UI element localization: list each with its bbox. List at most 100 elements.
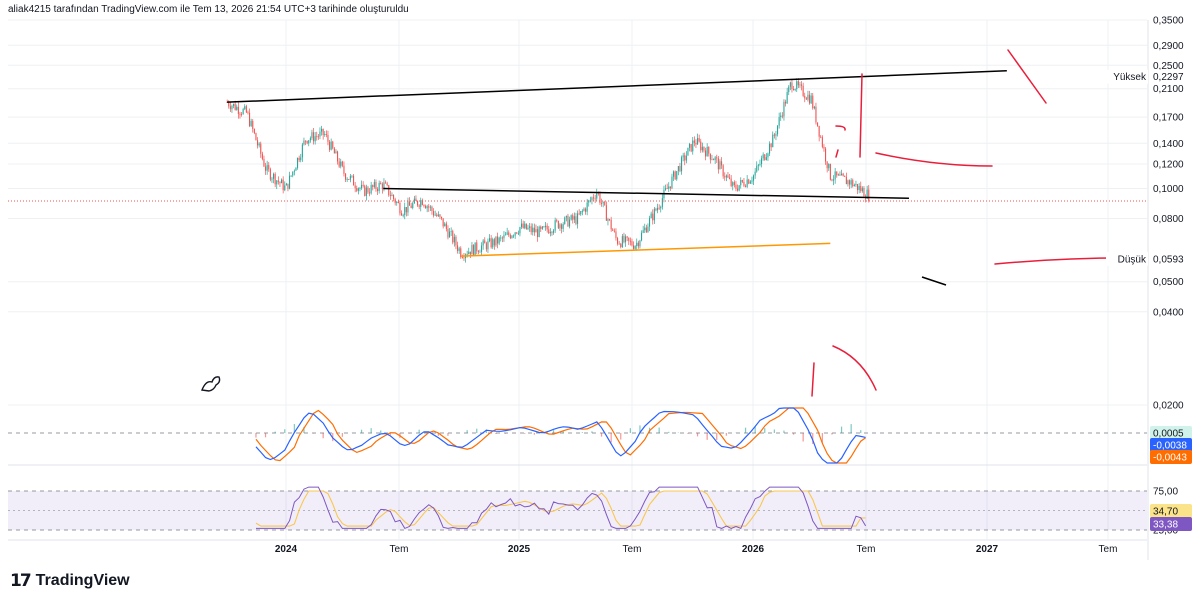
candle-body	[282, 179, 284, 191]
candle-body	[709, 153, 711, 160]
candle-body	[335, 151, 337, 154]
candle-body	[593, 197, 595, 199]
candle-body	[796, 81, 798, 90]
candle-body	[831, 179, 833, 181]
macd-histogram-bar	[370, 428, 372, 433]
candle-body	[505, 234, 507, 236]
candle-body	[401, 213, 403, 216]
candle-body	[397, 201, 399, 203]
candle-body	[317, 136, 319, 138]
trendline-middle	[383, 187, 909, 200]
candle-body	[546, 225, 548, 230]
candle-body	[809, 94, 811, 104]
macd-histogram-bar	[552, 430, 555, 433]
grid-lines	[8, 19, 1149, 560]
candle-body	[829, 163, 831, 180]
candle-body	[671, 176, 673, 189]
candle-body	[839, 174, 841, 176]
candle-body	[588, 200, 590, 203]
brand-logo[interactable]: 17 TradingView	[10, 571, 130, 591]
candle-body	[850, 180, 852, 185]
macd-histogram-bar	[312, 433, 315, 434]
rsi-ma-tag-value: 34,70	[1153, 507, 1178, 518]
candle-body	[321, 128, 323, 132]
candle-body	[684, 155, 686, 161]
candle-body	[300, 157, 302, 161]
price-tick-label: 0,0400	[1153, 307, 1184, 318]
candle-body	[564, 217, 566, 225]
price-tick-label: 0,3500	[1153, 16, 1184, 27]
candle-body	[666, 188, 668, 190]
candle-body	[746, 179, 748, 187]
macd-histogram-bar	[389, 433, 391, 435]
time-tick-label: Tem	[1099, 544, 1118, 555]
rsi-ma-line	[255, 490, 866, 527]
candle-body	[273, 173, 275, 179]
candle-body	[445, 223, 447, 229]
candle-body	[348, 179, 350, 180]
macd-histogram-bar	[687, 433, 689, 434]
macd-histogram-bar	[792, 433, 795, 435]
macd-histogram-bar	[716, 433, 718, 440]
macd-histogram-bar	[447, 433, 449, 436]
candle-body	[301, 144, 303, 158]
candle-body	[804, 95, 806, 99]
candle-body	[298, 157, 300, 161]
price-axis[interactable]: 0,3500 0,2900 0,2500 0,2100 0,1700 0,1400 0,12…	[1153, 16, 1184, 537]
candle-body	[781, 115, 783, 117]
candle-body	[364, 185, 366, 196]
candle-body	[365, 187, 367, 196]
rsi-tag-bg	[1150, 517, 1192, 531]
candle-body	[516, 232, 518, 234]
candle-body	[292, 171, 294, 176]
candle-body	[407, 201, 409, 213]
macd-histogram-bar	[437, 433, 439, 436]
candle-body	[769, 143, 771, 154]
candle-body	[849, 180, 851, 185]
candle-body	[721, 161, 723, 166]
candle-body	[378, 182, 380, 192]
macd-histogram-bar	[840, 426, 843, 433]
time-axis[interactable]: 2024 Tem 2025 Tem 2026 Tem 2027 Tem	[275, 544, 1118, 555]
macd-histogram-bar	[466, 430, 468, 433]
candle-body	[570, 215, 572, 220]
candle-body	[420, 200, 422, 207]
candle-body	[277, 180, 279, 182]
candle-body	[269, 169, 271, 180]
candle-body	[661, 198, 663, 207]
candle-body	[658, 207, 660, 209]
candle-body	[554, 220, 556, 231]
candle-body	[279, 181, 281, 184]
candle-body	[455, 236, 457, 246]
macd-histogram-bar	[591, 431, 593, 433]
candle-body	[729, 177, 731, 179]
candle-body	[345, 173, 347, 180]
candle-body	[628, 237, 630, 241]
candle-body	[538, 226, 540, 238]
candle-body	[757, 164, 759, 166]
rsi-tick-label: 75,00	[1153, 487, 1178, 498]
candle-body	[581, 210, 583, 212]
candle-body	[610, 219, 612, 230]
candle-body	[845, 176, 847, 185]
candle-body	[794, 89, 796, 91]
candle-body	[629, 240, 631, 242]
red-drawing	[1007, 49, 1047, 104]
candle-body	[418, 205, 420, 207]
macd-tag-value: -0,0038	[1153, 441, 1187, 452]
candle-body	[650, 213, 652, 219]
candle-body	[813, 106, 815, 109]
candle-body	[844, 175, 846, 177]
candle-body	[380, 182, 382, 185]
candle-body	[481, 245, 483, 252]
candle-body	[327, 134, 329, 142]
candle-body	[417, 200, 419, 206]
candle-body	[620, 243, 622, 248]
candle-body	[741, 180, 743, 182]
candle-body	[625, 236, 627, 243]
candlestick-series	[8, 78, 1147, 263]
candle-body	[412, 203, 414, 208]
time-tick-label: Tem	[857, 544, 876, 555]
candle-body	[657, 207, 659, 211]
